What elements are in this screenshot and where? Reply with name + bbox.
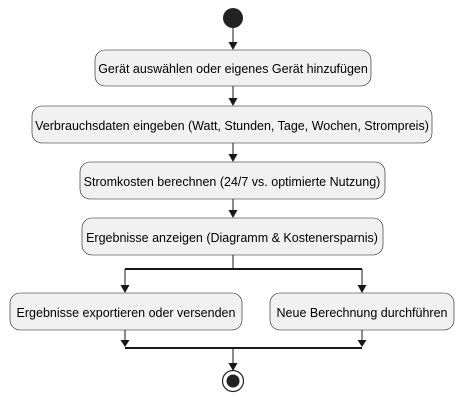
step-select-device: Gerät auswählen oder eigenes Gerät hinzu… — [94, 49, 372, 87]
branch-new-calculation-label: Neue Berechnung durchführen — [277, 306, 448, 320]
arrow-step3 — [228, 154, 238, 162]
step-enter-consumption: Verbrauchsdaten eingeben (Watt, Stunden,… — [31, 105, 433, 144]
start-node — [223, 8, 243, 28]
arrow-new-calc — [357, 285, 367, 293]
end-node — [221, 369, 245, 393]
arrow-end — [228, 363, 238, 371]
branch-new-calculation: Neue Berechnung durchführen — [269, 292, 455, 331]
arrow-step4 — [228, 210, 238, 218]
step-calculate-costs: Stromkosten berechnen (24/7 vs. optimier… — [79, 161, 386, 200]
step-show-results-label: Ergebnisse anzeigen (Diagramm & Kostener… — [86, 231, 378, 245]
step-calculate-costs-label: Stromkosten berechnen (24/7 vs. optimier… — [84, 175, 381, 189]
branch-export-results-label: Ergebnisse exportieren oder versenden — [17, 306, 236, 320]
step-select-device-label: Gerät auswählen oder eigenes Gerät hinzu… — [98, 62, 368, 76]
step-show-results: Ergebnisse anzeigen (Diagramm & Kostener… — [81, 217, 384, 256]
branch-export-results: Ergebnisse exportieren oder versenden — [9, 292, 243, 331]
arrow-join-left — [120, 340, 130, 347]
step-enter-consumption-label: Verbrauchsdaten eingeben (Watt, Stunden,… — [35, 119, 429, 133]
arrow-step2 — [228, 98, 238, 106]
arrow-join-right — [357, 340, 367, 347]
arrow-step1 — [228, 42, 238, 50]
arrow-export — [120, 285, 130, 293]
